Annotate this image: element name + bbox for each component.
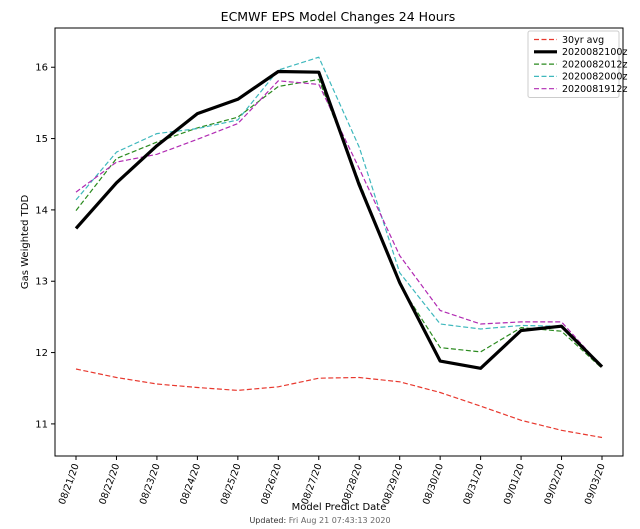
x-axis-label: Model Predict Date [292,502,387,513]
plot-area [54,27,624,457]
x-tick-label: 09/03/20 [583,462,608,506]
x-tick-label: 08/27/20 [300,462,325,506]
series-line-2020081912z [75,80,603,368]
chart-title: ECMWF EPS Model Changes 24 Hours [221,9,456,24]
x-tick-label: 08/28/20 [340,462,365,506]
legend-label: 2020082000z [562,72,627,83]
legend-box [527,30,620,98]
x-tick-label: 08/22/20 [97,462,122,506]
x-tick-label: 08/25/20 [219,462,244,506]
y-tick-label: 12 [35,348,48,359]
x-tick-label: 08/24/20 [178,462,203,506]
series-line-30yr avg [75,368,603,439]
footer: Updated: Fri Aug 21 07:43:13 2020 [0,516,640,525]
y-tick-label: 11 [35,419,48,430]
y-tick-label: 13 [35,277,48,288]
x-tick-label: 08/31/20 [462,462,487,506]
footer-label: Updated: [249,516,287,525]
y-tick-label: 14 [35,205,48,216]
x-tick-label: 08/21/20 [57,462,82,506]
y-tick-label: 15 [35,134,48,145]
x-tick-label: 08/30/20 [421,462,446,506]
series-layer [74,56,604,439]
x-tick-label: 09/02/20 [542,462,567,506]
x-tick-label: 09/01/20 [502,462,527,506]
legend-label: 30yr avg [562,35,604,46]
series-line-2020082100z [74,69,604,370]
legend-label: 2020081912z [562,84,627,95]
y-axis-label: Gas Weighted TDD [20,195,31,290]
tick-layer: 11 12 13 14 15 16 08/21/20 08/22/20 08/23/20 08/2… [35,63,608,506]
series-line-2020082000z [75,56,603,368]
x-tick-label: 08/26/20 [259,462,284,506]
x-tick-label: 08/29/20 [381,462,406,506]
y-tick-label: 16 [35,63,48,74]
updated-timestamp: Fri Aug 21 07:43:13 2020 [288,516,391,525]
legend-label: 2020082100z [562,47,627,58]
x-tick-label: 08/23/20 [138,462,163,506]
legend-label: 2020082012z [562,59,627,70]
